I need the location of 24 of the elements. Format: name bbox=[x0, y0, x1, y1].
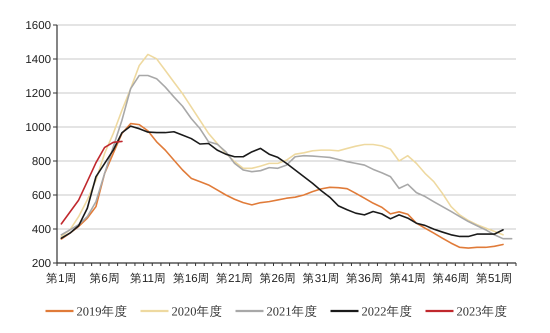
y-tick-label: 800 bbox=[32, 156, 51, 168]
x-tick-label: 第21周 bbox=[216, 272, 253, 285]
y-tick-label: 1200 bbox=[25, 88, 51, 100]
y-tick-label: 1600 bbox=[25, 20, 51, 32]
y-tick-label: 600 bbox=[32, 190, 51, 202]
legend-label: 2020年度 bbox=[172, 304, 222, 318]
x-tick-label: 第6周 bbox=[89, 272, 120, 285]
legend-label: 2019年度 bbox=[76, 304, 128, 318]
x-tick-label: 第1周 bbox=[46, 272, 77, 285]
x-tick-label: 第11周 bbox=[130, 272, 166, 285]
x-tick-label: 第41周 bbox=[389, 272, 426, 285]
x-tick-label: 第36周 bbox=[346, 272, 383, 285]
y-tick-label: 1000 bbox=[25, 122, 51, 134]
x-tick-label: 第26周 bbox=[259, 272, 296, 285]
x-tick-label: 第16周 bbox=[172, 272, 210, 285]
x-tick-label: 第31周 bbox=[302, 272, 340, 285]
legend-label: 2021年度 bbox=[266, 304, 318, 318]
y-tick-label: 1400 bbox=[25, 54, 51, 66]
legend-label: 2023年度 bbox=[456, 304, 508, 318]
y-tick-label: 400 bbox=[32, 224, 51, 236]
x-tick-label: 第51周 bbox=[476, 272, 513, 285]
x-tick-label: 第46周 bbox=[432, 272, 470, 285]
y-tick-label: 200 bbox=[32, 258, 51, 270]
legend-label: 2022年度 bbox=[362, 304, 412, 318]
